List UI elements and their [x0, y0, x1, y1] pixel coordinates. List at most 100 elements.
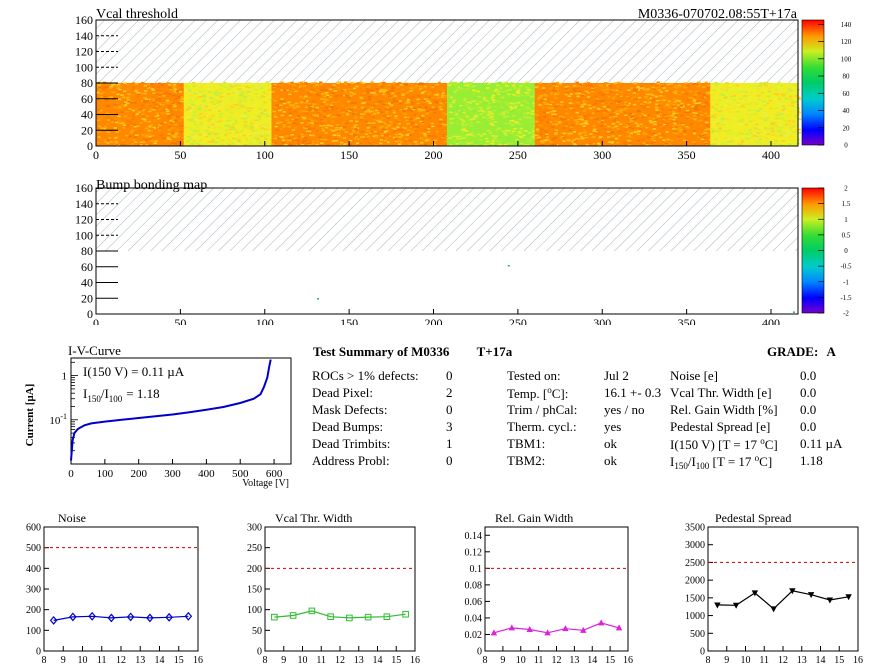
pixel-cell [430, 119, 434, 121]
pixel-cell [178, 91, 183, 93]
pixel-cell [491, 92, 495, 94]
pixel-cell [238, 140, 242, 143]
pixel-cell [637, 96, 642, 99]
x-tick-label: 16 [193, 655, 203, 665]
pixel-cell [691, 89, 695, 91]
pixel-cell [380, 85, 384, 88]
pixel-cell [462, 99, 467, 102]
pixel-cell [175, 129, 180, 131]
pixel-cell [114, 140, 118, 143]
pixel-cell [728, 97, 733, 100]
pixel-cell [519, 136, 523, 138]
pixel-cell [440, 91, 445, 93]
pixel-cell [370, 81, 375, 84]
pixel-cell [656, 81, 660, 84]
pixel-cell [524, 130, 528, 132]
pixel-cell [615, 93, 620, 96]
pixel-cell [784, 123, 789, 126]
pixel-cell [769, 96, 773, 99]
pixel-cell [491, 121, 495, 124]
pixel-cell [790, 104, 795, 107]
pixel-cell [562, 132, 567, 135]
pixel-cell [673, 116, 678, 119]
pixel-cell [489, 136, 493, 138]
pixel-cell [532, 137, 537, 140]
pixel-cell [178, 102, 182, 105]
pixel-cell [336, 109, 341, 112]
pixel-cell [492, 109, 497, 112]
pixel-cell [611, 126, 616, 129]
pixel-cell [253, 124, 257, 127]
pixel-cell [389, 123, 394, 125]
pixel-cell [169, 137, 174, 139]
pixel-cell [758, 85, 762, 87]
pixel-cell [552, 82, 556, 85]
pixel-cell [263, 101, 267, 104]
pixel-cell [582, 110, 587, 112]
pixel-cell [613, 111, 618, 113]
pixel-cell [423, 135, 428, 138]
pixel-cell [99, 138, 104, 141]
pixel-cell [395, 120, 400, 123]
pixel-cell [454, 144, 458, 146]
pixel-cell [271, 143, 275, 145]
pixel-cell [635, 82, 639, 85]
pixel-cell [484, 111, 488, 114]
pixel-cell [774, 117, 779, 120]
pixel-cell [738, 88, 742, 90]
pixel-cell [690, 112, 694, 115]
pixel-cell [705, 91, 710, 94]
summary-result-label: I(150 V) [T = 17 oC] [670, 436, 778, 452]
pixel-cell [276, 121, 280, 124]
pixel-cell [353, 106, 357, 109]
pixel-cell [173, 105, 177, 108]
pixel-cell [283, 91, 287, 93]
pixel-cell [206, 115, 210, 117]
pixel-cell [653, 123, 657, 126]
pixel-cell [162, 94, 166, 97]
pixel-cell [401, 93, 405, 95]
pixel-cell [523, 102, 527, 104]
pixel-cell [404, 83, 408, 85]
pixel-cell [764, 136, 768, 139]
pixel-cell [402, 142, 407, 144]
map1-y-tick-label: 20 [81, 123, 93, 137]
pixel-cell [320, 142, 324, 144]
pixel-cell [725, 139, 729, 141]
pixel-cell [596, 132, 600, 135]
pixel-cell [331, 86, 335, 89]
pixel-cell [379, 89, 383, 91]
pixel-cell [293, 110, 298, 113]
pixel-cell [735, 84, 740, 87]
pixel-cell [658, 113, 662, 115]
pixel-cell [204, 105, 209, 108]
pixel-cell [702, 93, 707, 96]
pixel-cell [730, 138, 734, 140]
pixel-cell [419, 120, 423, 123]
pixel-cell [232, 123, 236, 125]
pixel-cell [324, 126, 329, 129]
x-tick-label: 14 [587, 655, 597, 665]
pixel-cell [374, 103, 379, 105]
pixel-cell [108, 87, 113, 89]
pixel-cell [164, 91, 168, 94]
pixel-cell [465, 88, 470, 91]
pixel-cell [460, 131, 465, 134]
pixel-cell [484, 122, 488, 125]
pixel-cell [363, 106, 367, 109]
pixel-cell [664, 115, 668, 118]
pixel-cell [359, 142, 363, 145]
pixel-cell [652, 140, 656, 142]
pixel-cell [219, 95, 224, 98]
pixel-cell [397, 91, 401, 94]
pixel-cell [756, 110, 760, 112]
pixel-cell [122, 127, 126, 129]
pixel-cell [464, 108, 469, 111]
pixel-cell [307, 110, 311, 113]
pixel-cell [575, 81, 579, 84]
pixel-cell [295, 116, 300, 119]
pixel-cell [191, 104, 195, 106]
pixel-cell [474, 87, 478, 90]
pixel-cell [577, 118, 581, 121]
iv-annotation-current: I(150 V) = 0.11 µA [83, 364, 185, 379]
